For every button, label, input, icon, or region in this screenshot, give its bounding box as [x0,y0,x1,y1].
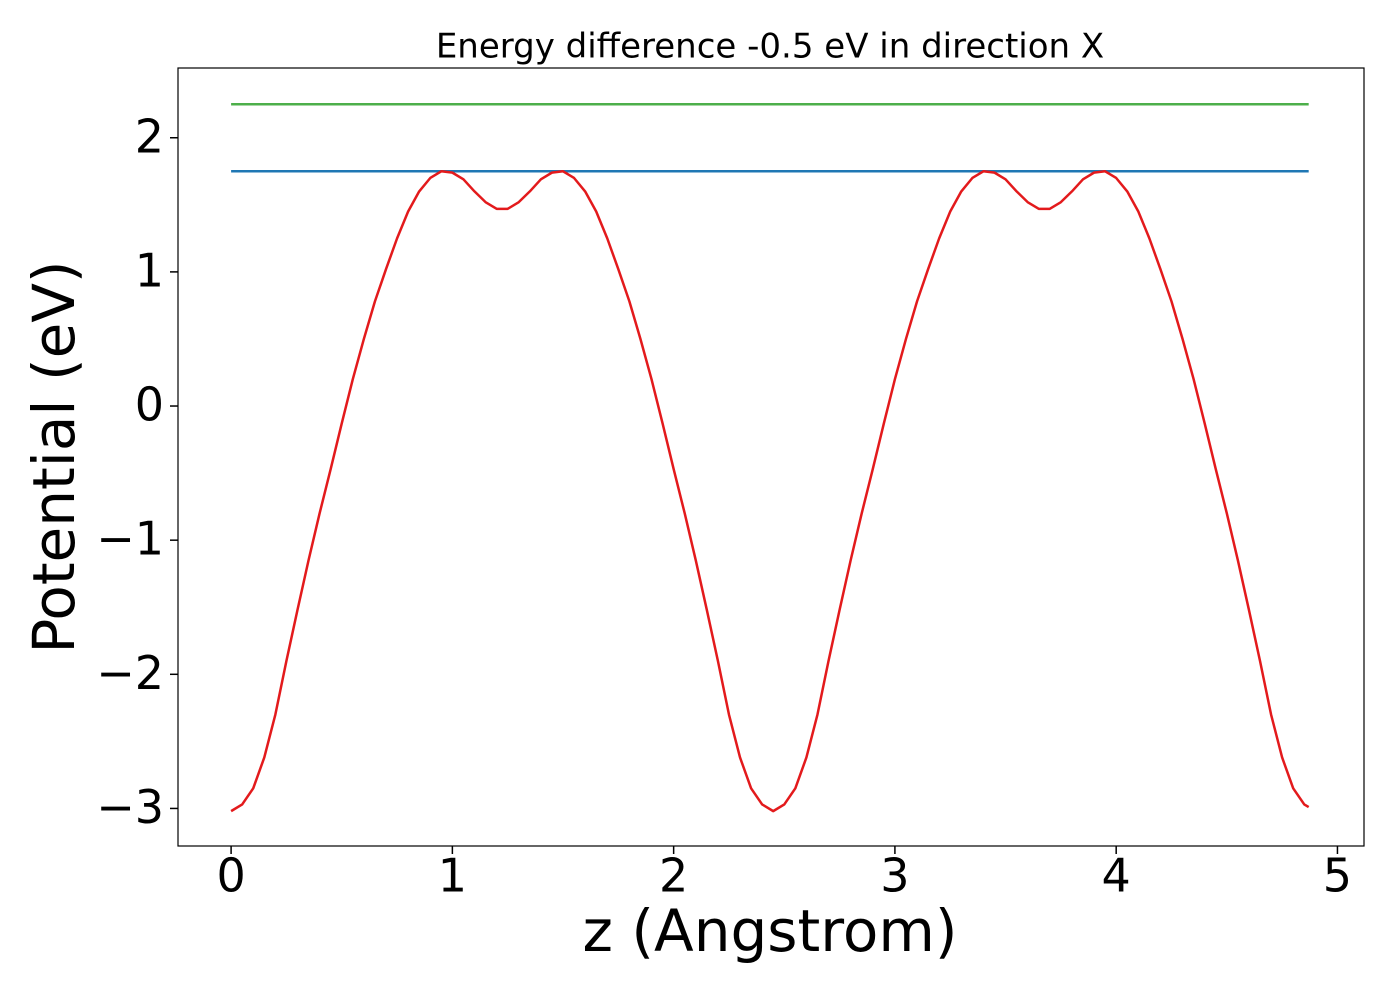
y-tick-label: 2 [135,109,164,163]
y-tick-label: 1 [135,243,164,297]
x-tick-label: 1 [438,849,467,903]
y-tick-label: −3 [96,780,164,834]
chart-title: Energy difference -0.5 eV in direction X [436,27,1104,67]
plot-frame [177,67,1365,847]
x-tick-label: 2 [659,849,688,903]
y-tick-label: −1 [96,512,164,566]
y-tick-label: −2 [96,646,164,700]
x-tick-label: 0 [216,849,245,903]
x-tick-label: 5 [1323,849,1352,903]
x-tick-label: 3 [880,849,909,903]
y-tick-label: 0 [135,378,164,432]
y-axis-label: Potential (eV) [20,260,88,653]
line-series [230,170,1310,813]
x-axis-label: z (Angstrom) [583,897,958,965]
x-tick-label: 4 [1102,849,1131,903]
